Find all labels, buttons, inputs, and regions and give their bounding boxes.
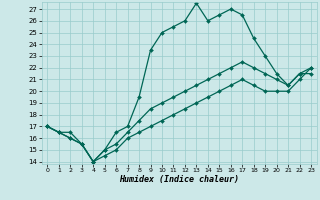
X-axis label: Humidex (Indice chaleur): Humidex (Indice chaleur) xyxy=(119,175,239,184)
